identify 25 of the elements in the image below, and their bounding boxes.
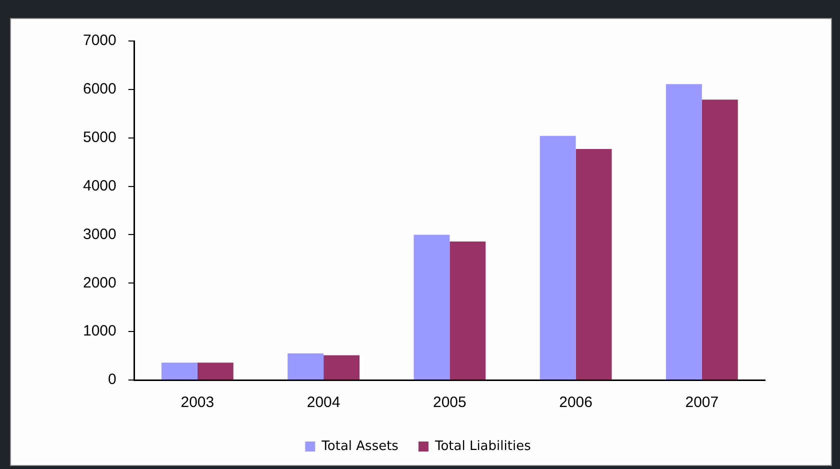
bar: [414, 234, 450, 380]
y-tick-label: 6000: [82, 80, 116, 98]
y-tick-label: 1000: [82, 322, 116, 340]
x-tick-label: 2007: [685, 394, 719, 412]
bar: [450, 241, 486, 380]
legend-label: Total Liabilities: [434, 438, 532, 454]
y-tick-label: 4000: [82, 177, 116, 194]
bar: [161, 362, 198, 380]
x-tick-label: 2005: [432, 394, 466, 412]
y-tick-label: 5000: [82, 129, 116, 146]
y-tick-label: 2000: [82, 274, 116, 292]
bar: [324, 355, 360, 380]
bar: [666, 84, 702, 380]
x-tick-label: 2006: [559, 394, 592, 412]
x-tick-label: 2003: [180, 394, 214, 412]
bar: [197, 362, 234, 380]
bar: [576, 148, 612, 380]
bar: [702, 100, 738, 380]
x-tick-label: 2004: [306, 394, 340, 412]
y-tick-label: 0: [108, 371, 116, 388]
bar: [288, 353, 324, 380]
bar: [540, 136, 576, 380]
y-tick-label: 3000: [82, 226, 116, 243]
legend-label: Total Assets: [320, 438, 399, 454]
y-tick-label: 7000: [82, 32, 116, 50]
